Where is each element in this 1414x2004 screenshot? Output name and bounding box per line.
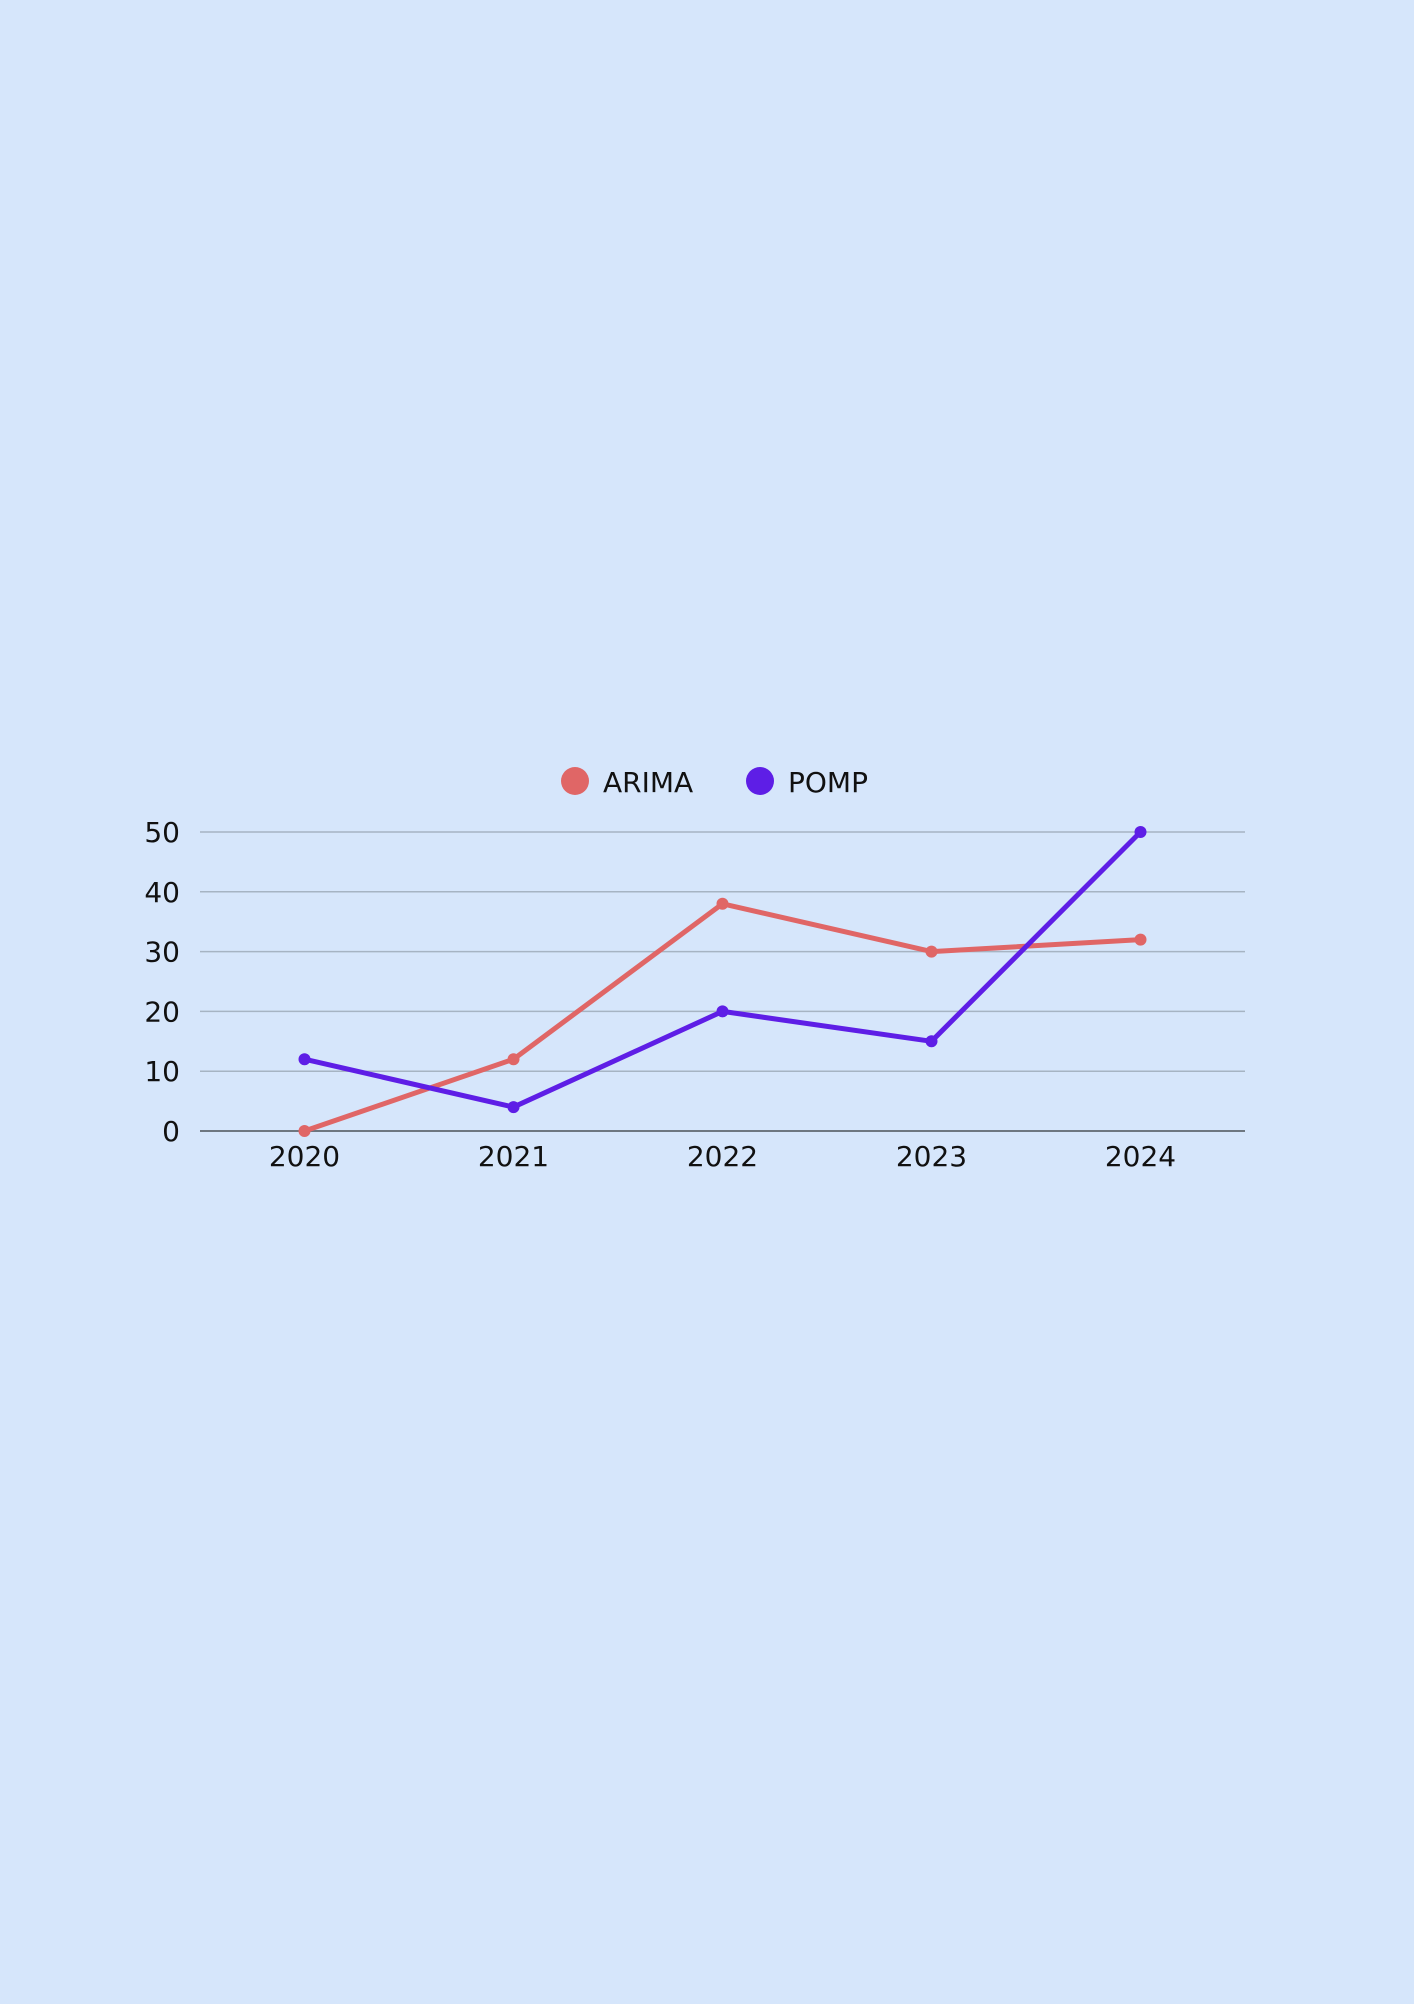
x-tick-label-2021: 2021 [478,1140,549,1173]
legend-marker-pomp [746,767,774,795]
y-tick-label-10: 10 [144,1055,180,1088]
series-line-pomp [302,829,1143,1110]
legend-marker-arima [561,767,589,795]
plot-layer: 0 10 20 30 40 50 2020 2021 2022 2023 2024 [144,816,1245,1173]
data-point-pomp-2024 [1134,826,1147,838]
y-tick-label-0: 0 [162,1115,180,1148]
data-point-arima-2024 [1134,933,1147,946]
legend-item-arima: ARIMA [561,766,693,799]
data-point-pomp-2022 [716,1005,729,1018]
legend-item-pomp: POMP [746,766,868,799]
x-tick-label-2024: 2024 [1105,1140,1176,1173]
data-point-pomp-2023 [925,1035,938,1048]
y-tick-label-20: 20 [144,995,180,1028]
y-tick-label-50: 50 [144,816,180,849]
legend: ARIMA POMP [561,766,868,799]
data-point-pomp-2020 [298,1053,311,1066]
data-point-arima-2022 [716,897,729,910]
data-point-arima-2021 [507,1053,520,1066]
x-tick-label-2023: 2023 [896,1140,967,1173]
legend-label-pomp: POMP [788,766,868,799]
x-tick-label-2020: 2020 [269,1140,340,1173]
data-point-arima-2020 [298,1125,311,1137]
data-point-pomp-2021 [507,1101,520,1114]
legend-label-arima: ARIMA [603,766,693,799]
y-tick-label-40: 40 [144,876,180,909]
data-point-arima-2023 [925,945,938,958]
x-tick-label-2022: 2022 [687,1140,758,1173]
y-tick-label-30: 30 [144,936,180,969]
